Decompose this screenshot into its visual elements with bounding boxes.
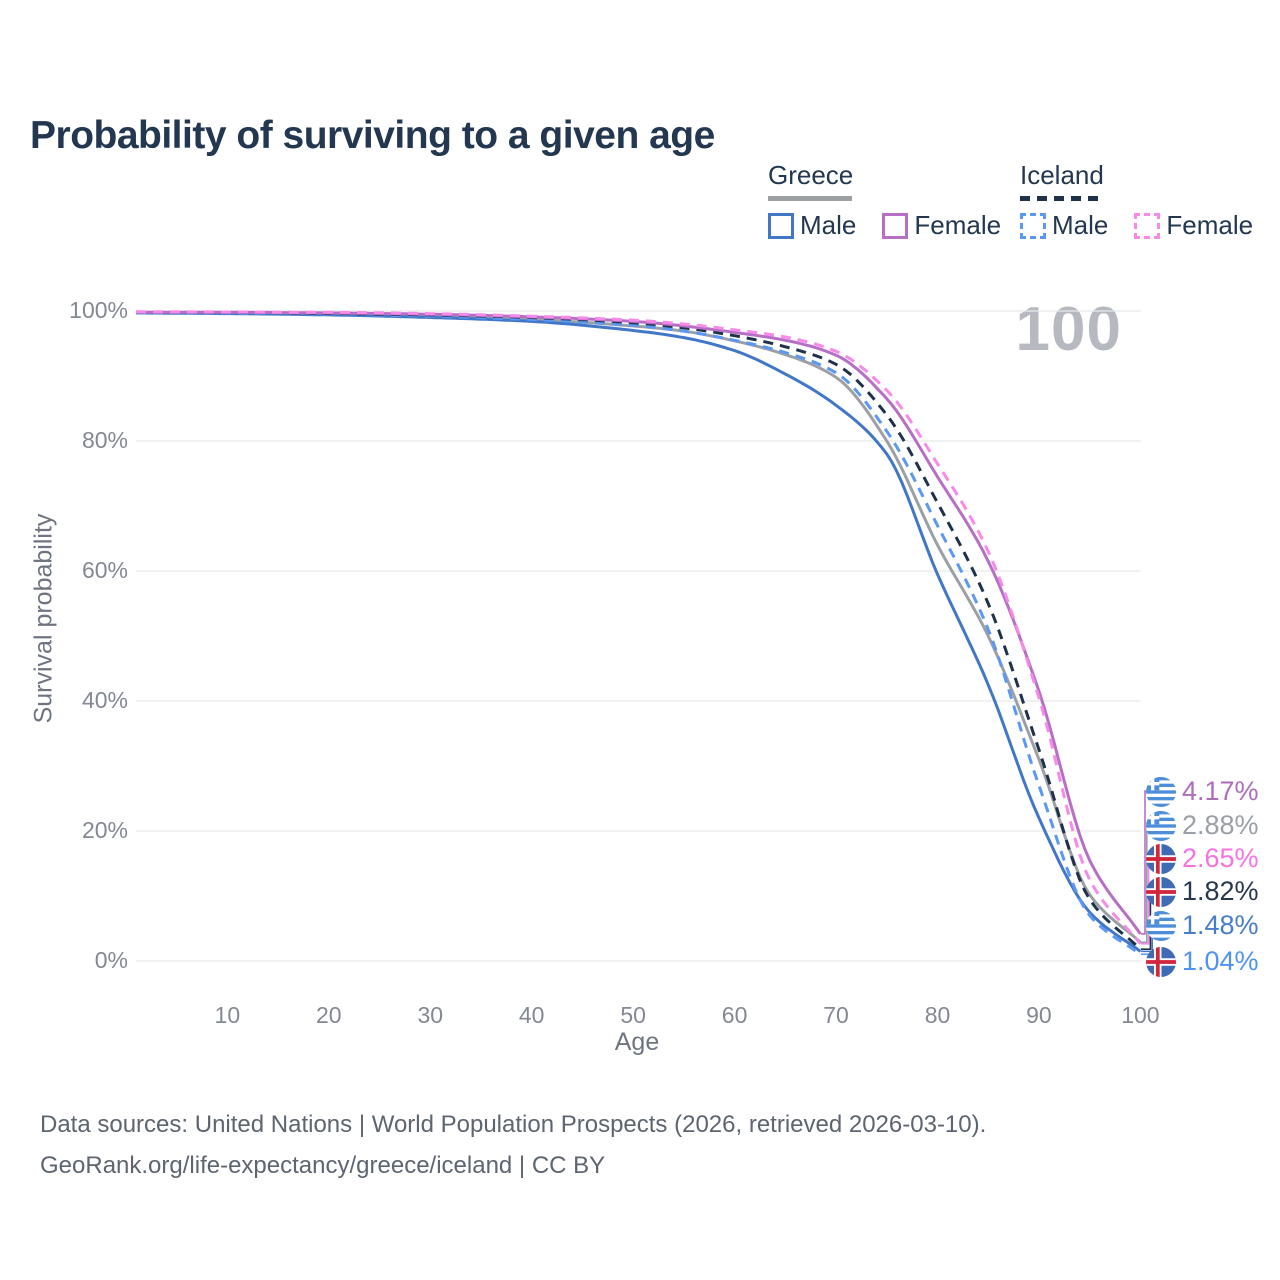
legend-greece-female-label: Female (914, 210, 1002, 240)
legend-item-greece-male[interactable]: Male (768, 210, 856, 241)
x-tick-label: 90 (1026, 1002, 1052, 1028)
legend-greece-label: Greece (768, 160, 854, 190)
iceland-female-swatch-icon (1134, 212, 1161, 239)
age-counter-watermark: 100 (1015, 295, 1122, 364)
greece-male-swatch-icon (768, 212, 794, 239)
iceland-flag-icon (1146, 877, 1176, 907)
end-value-greece-female: 4.17% (1182, 776, 1259, 806)
end-value-greece: 2.88% (1182, 810, 1259, 840)
curve-greece-female (136, 310, 1142, 935)
curve-greece (136, 311, 1142, 944)
curve-greece-male (135, 311, 1142, 953)
end-value-iceland: 1.82% (1182, 876, 1259, 906)
greece-female-swatch-icon (882, 212, 909, 239)
x-tick-label: 100 (1121, 1002, 1160, 1028)
end-label-greece-male: 1.48% (1146, 910, 1259, 941)
end-value-greece-male: 1.48% (1182, 910, 1259, 940)
legend-group-iceland: Iceland Male Female (1020, 160, 1253, 241)
legend-item-greece-female[interactable]: Female (882, 210, 1001, 241)
greece-flag-icon (1146, 911, 1176, 941)
x-tick-label: 40 (518, 1002, 545, 1028)
end-label-connector-greece-female (1140, 790, 1146, 935)
x-tick-label: 10 (214, 1002, 241, 1028)
legend-item-iceland-male[interactable]: Male (1020, 210, 1108, 241)
iceland-male-swatch-icon (1020, 212, 1046, 239)
footer: Data sources: United Nations | World Pop… (40, 1104, 986, 1186)
end-label-greece-female: 4.17% (1146, 776, 1259, 807)
y-tick-label: 100% (69, 297, 128, 323)
x-tick-label: 60 (721, 1002, 748, 1028)
greece-flag-icon (1146, 777, 1176, 807)
greece-flag-icon (1146, 811, 1176, 841)
legend-greece-male-label: Male (800, 210, 857, 240)
y-tick-label: 20% (81, 817, 128, 843)
curve-iceland-male (136, 311, 1142, 956)
x-axis-title: Age (614, 1028, 660, 1056)
end-label-iceland-female: 2.65% (1146, 843, 1259, 874)
x-tick-label: 70 (823, 1002, 849, 1028)
y-tick-label: 60% (81, 557, 128, 583)
y-tick-label: 0% (94, 947, 128, 973)
page-title: Probability of surviving to a given age (30, 114, 715, 158)
iceland-line-style-icon (1020, 196, 1104, 201)
greece-line-style-icon (768, 196, 852, 201)
x-tick-label: 20 (316, 1002, 342, 1028)
x-tick-label: 30 (417, 1002, 444, 1028)
curve-iceland-female (135, 310, 1142, 945)
y-tick-label: 80% (81, 427, 128, 453)
end-label-iceland-male: 1.04% (1146, 946, 1259, 977)
x-tick-label: 80 (924, 1002, 951, 1028)
y-tick-label: 40% (81, 687, 128, 713)
iceland-flag-icon (1146, 844, 1176, 874)
end-value-iceland-male: 1.04% (1182, 946, 1259, 976)
end-value-iceland-female: 2.65% (1182, 843, 1259, 873)
legend-group-greece: Greece Male Female (768, 160, 1001, 241)
x-tick-label: 50 (620, 1002, 646, 1028)
legend-item-iceland-female[interactable]: Female (1134, 210, 1253, 241)
legend-iceland-male-label: Male (1052, 210, 1109, 240)
footer-attribution: GeoRank.org/life-expectancy/greece/icela… (40, 1152, 606, 1179)
iceland-flag-icon (1146, 947, 1176, 977)
legend-iceland-label: Iceland (1020, 160, 1104, 190)
end-label-iceland: 1.82% (1146, 876, 1259, 907)
footer-data-sources: Data sources: United Nations | World Pop… (40, 1111, 987, 1138)
legend-iceland-female-label: Female (1166, 210, 1254, 240)
end-label-greece: 2.88% (1146, 810, 1259, 841)
